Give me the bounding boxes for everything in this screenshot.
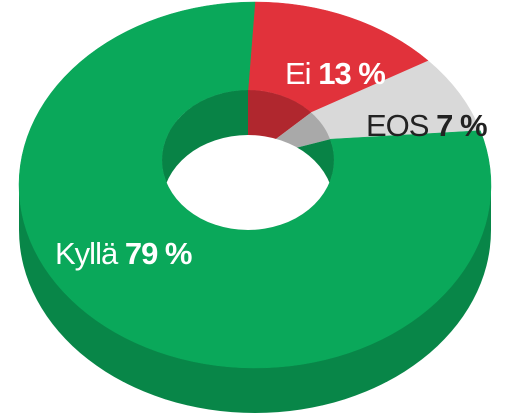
- hole-wall: [162, 90, 334, 230]
- slice-value: 13 %: [318, 56, 385, 91]
- slice-label: Ei 13 %: [285, 56, 385, 91]
- slice-value: 7 %: [436, 108, 487, 143]
- hole-wall-slice: [248, 90, 334, 160]
- slice-name: Ei: [285, 56, 311, 91]
- slice-name: Kyllä: [55, 236, 119, 271]
- slice-label: Kyllä 79 %: [55, 236, 192, 271]
- slice-value: 79 %: [125, 236, 192, 271]
- slice-name: EOS: [366, 108, 429, 143]
- hole-wall-slice: [248, 90, 334, 160]
- hole: [162, 135, 334, 230]
- slice-label: EOS 7 %: [366, 108, 487, 143]
